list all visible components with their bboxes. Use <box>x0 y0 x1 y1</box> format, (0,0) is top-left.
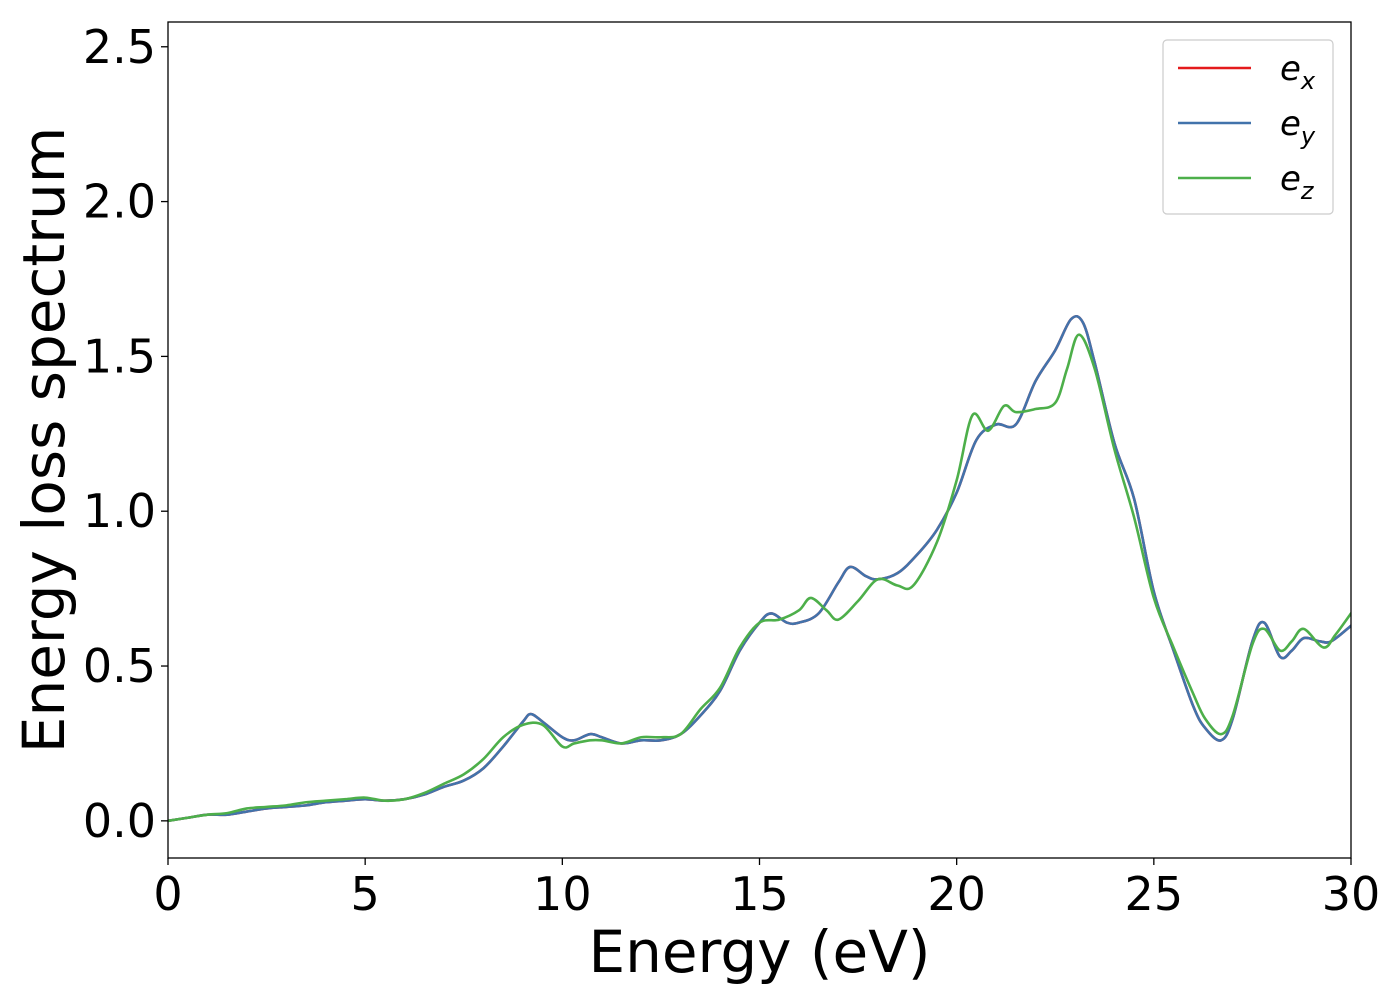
series-line-ez <box>168 333 1351 823</box>
x-tick-label: 0 <box>153 867 182 921</box>
legend-box <box>1162 39 1334 215</box>
x-tick-label: 15 <box>730 867 789 921</box>
x-tick-label: 25 <box>1125 867 1184 921</box>
y-tick-label: 0.0 <box>83 794 156 848</box>
y-axis-title: Energy loss spectrum <box>10 127 78 753</box>
x-tick-label: 5 <box>351 867 380 921</box>
legend-label-base: e <box>1280 104 1301 144</box>
legend-label-base: e <box>1280 159 1301 199</box>
legend-label-ex: ex <box>1280 49 1316 95</box>
y-tick-label: 1.5 <box>83 329 156 383</box>
legend-label-ez: ez <box>1280 159 1315 205</box>
y-tick-label: 1.0 <box>83 484 156 538</box>
y-tick-label: 2.5 <box>83 20 156 74</box>
legend-label-base: e <box>1280 49 1301 89</box>
legend-label-subscript: x <box>1300 67 1316 95</box>
legend-label-subscript: y <box>1300 122 1316 150</box>
legend-label-ey: ey <box>1280 104 1316 150</box>
x-tick-label: 10 <box>533 867 592 921</box>
y-axis-ticks: 0.0 0.5 1.0 1.5 2.0 2.5 <box>83 20 168 848</box>
legend-label-subscript: z <box>1300 177 1315 205</box>
x-axis-title: Energy (eV) <box>588 918 930 986</box>
x-axis-ticks: 0 5 10 15 20 25 30 <box>153 858 1380 921</box>
y-tick-label: 0.5 <box>83 639 156 693</box>
x-tick-label: 20 <box>927 867 986 921</box>
x-tick-label: 30 <box>1322 867 1381 921</box>
y-tick-label: 2.0 <box>83 175 156 229</box>
series-layer <box>168 314 1351 823</box>
